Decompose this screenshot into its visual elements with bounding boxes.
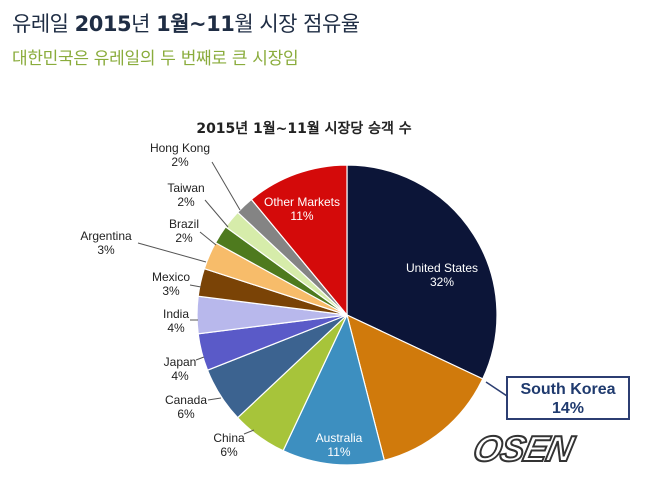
leader-line-taiwan: [204, 199, 229, 228]
slice-label-name: Hong Kong: [150, 141, 210, 155]
slice-label-name: Mexico: [152, 270, 190, 284]
callout-south-korea: South Korea 14%: [506, 376, 630, 420]
page-title: 유레일 2015년 1월~11월 시장 점유율: [12, 12, 360, 36]
slice-label-percent: 2%: [175, 231, 193, 245]
leader-line-hong-kong: [211, 161, 241, 211]
pie-slice-united-states: [346, 164, 498, 380]
slice-label-name: Australia: [316, 431, 363, 445]
slice-label-china: China 6%: [213, 431, 245, 459]
slice-label-argentina: Argentina 3%: [80, 229, 132, 257]
slice-label-percent: 6%: [220, 445, 238, 459]
slice-label-mexico: Mexico 3%: [152, 270, 190, 298]
leader-line-brazil: [199, 231, 217, 246]
slice-label-india: India 4%: [163, 307, 189, 335]
slice-label-japan: Japan 4%: [164, 355, 197, 383]
page-subtitle: 대한민국은 유레일의 두 번째로 큰 시장임: [12, 49, 299, 69]
pie-slice-other-markets: [250, 164, 348, 317]
chart-title: 2015년 1월~11월 시장당 승객 수: [196, 120, 411, 137]
slice-label-percent: 32%: [430, 275, 454, 289]
slice-label-name: Other Markets: [264, 195, 340, 209]
slice-label-name: Brazil: [169, 217, 199, 231]
pie-slice-south-korea: [346, 313, 484, 462]
slice-label-percent: 3%: [97, 243, 115, 257]
slice-label-name: China: [213, 431, 245, 445]
slice-label-united-states: United States 32%: [406, 261, 478, 289]
leader-line-china: [243, 429, 255, 435]
leader-line-japan: [195, 356, 205, 361]
leader-line-canada: [207, 397, 222, 401]
slice-label-canada: Canada 6%: [165, 393, 207, 421]
slice-label-name: Canada: [165, 393, 207, 407]
slice-label-hong-kong: Hong Kong 2%: [150, 141, 210, 169]
slice-label-name: Japan: [164, 355, 197, 369]
slice-label-percent: 3%: [162, 284, 180, 298]
callout-name: South Korea: [520, 381, 616, 398]
slice-label-percent: 2%: [171, 155, 189, 169]
slice-label-other-markets: Other Markets 11%: [264, 195, 340, 223]
slice-label-name: India: [163, 307, 189, 321]
slice-label-percent: 11%: [327, 445, 350, 459]
slice-label-percent: 6%: [177, 407, 195, 421]
leader-line-argentina: [137, 242, 207, 263]
slice-label-percent: 2%: [177, 195, 195, 209]
slice-label-australia: Australia 11%: [316, 431, 363, 459]
leader-line-mexico: [189, 284, 202, 288]
slice-label-percent: 4%: [171, 369, 189, 383]
osen-watermark-logo: OSEN: [469, 427, 578, 470]
pie-slice-australia: [282, 313, 386, 466]
slice-label-taiwan: Taiwan 2%: [167, 181, 204, 209]
slice-label-name: United States: [406, 261, 478, 275]
slice-label-name: Argentina: [80, 229, 132, 243]
slice-label-percent: 4%: [167, 321, 185, 335]
callout-percent: 14%: [551, 400, 585, 417]
slice-label-brazil: Brazil 2%: [169, 217, 199, 245]
slice-label-percent: 11%: [290, 209, 313, 223]
slice-label-name: Taiwan: [167, 181, 204, 195]
